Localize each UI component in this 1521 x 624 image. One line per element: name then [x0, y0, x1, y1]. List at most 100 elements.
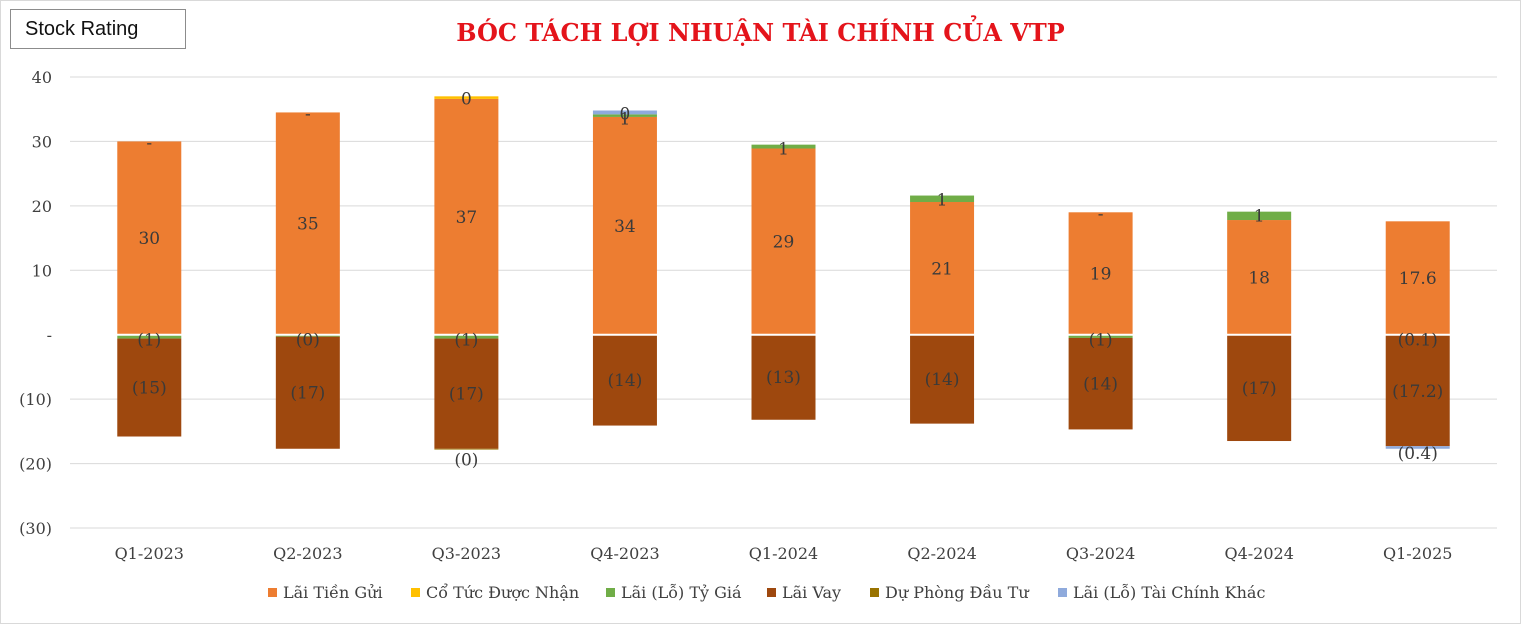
bar-segment — [910, 201, 975, 335]
legend-swatch — [268, 588, 277, 597]
x-tick-label: Q2-2024 — [907, 544, 976, 563]
bars — [117, 96, 1450, 450]
x-tick-label: Q1-2025 — [1383, 544, 1452, 563]
legend-swatch — [767, 588, 776, 597]
bar-segment — [1068, 334, 1133, 338]
chart-title: BÓC TÁCH LỢI NHUẬN TÀI CHÍNH CỦA VTP — [456, 18, 1065, 47]
data-label: - — [1098, 204, 1104, 224]
bar-segment — [592, 334, 657, 426]
bar-segment — [1068, 212, 1133, 335]
bar-segment — [592, 114, 657, 117]
legend-label: Cổ Tức Được Nhận — [426, 583, 579, 602]
data-label: 17.6 — [1399, 269, 1437, 289]
x-tick-label: Q1-2024 — [749, 544, 818, 563]
bar-segment — [1385, 335, 1450, 447]
data-label: (1) — [137, 331, 161, 351]
legend-label: Lãi Tiền Gửi — [283, 583, 383, 602]
data-label: (17) — [1242, 379, 1277, 399]
bar-segment — [751, 148, 816, 335]
bar-segment — [751, 144, 816, 149]
y-tick-label: 30 — [32, 132, 52, 151]
data-label: 29 — [773, 233, 795, 253]
bar-segment — [1227, 220, 1292, 335]
data-label: (17.2) — [1392, 382, 1443, 402]
data-label: - — [146, 133, 152, 153]
data-label: 37 — [456, 208, 478, 228]
bar-segment — [434, 448, 499, 450]
bar-segment — [434, 334, 499, 339]
x-tick-label: Q4-2024 — [1224, 544, 1293, 563]
data-label: 19 — [1090, 265, 1112, 285]
bar-segment — [434, 338, 499, 449]
bar-segment — [1385, 446, 1450, 449]
data-label: 35 — [297, 215, 319, 235]
y-tick-label: - — [47, 326, 52, 345]
bar-segment — [434, 96, 499, 99]
data-label: (0.4) — [1398, 444, 1438, 464]
bar-segment — [1385, 221, 1450, 335]
bar-segment — [592, 110, 657, 115]
bar-segment — [910, 334, 975, 424]
x-tick-label: Q1-2023 — [115, 544, 184, 563]
legend-swatch — [1058, 588, 1067, 597]
data-label: (1) — [454, 331, 478, 351]
data-label: 1 — [620, 109, 631, 129]
data-label: 0 — [461, 89, 472, 109]
data-label: (15) — [132, 379, 167, 399]
data-label: 1 — [937, 191, 948, 211]
legend-label: Lãi Vay — [782, 583, 841, 602]
data-label: (14) — [1083, 375, 1118, 395]
x-tick-label: Q2-2023 — [273, 544, 342, 563]
data-label: 18 — [1248, 268, 1270, 288]
bar-segment — [117, 338, 182, 437]
bar-segment — [275, 336, 340, 449]
bar-segment — [1068, 337, 1133, 430]
bar-segment — [117, 141, 182, 335]
legend-label: Lãi (Lỗ) Tài Chính Khác — [1073, 583, 1265, 602]
data-label: 1 — [1254, 207, 1265, 227]
data-label: (1) — [1089, 331, 1113, 351]
y-tick-label: 40 — [32, 68, 52, 87]
y-tick-label: (20) — [19, 455, 52, 474]
x-tick-label: Q3-2023 — [432, 544, 501, 563]
x-tick-label: Q3-2024 — [1066, 544, 1135, 563]
data-label: 0 — [620, 105, 631, 125]
data-labels: 30 - (1) (15) 35 - (0) (17) 37 0 (1) (17) (0) 34 1 (14)… — [132, 89, 1443, 470]
data-label: - — [305, 104, 311, 124]
legend: Lãi Tiền Gửi Cổ Tức Được Nhận Lãi (Lỗ) Tỷ … — [268, 583, 1265, 602]
bar-segment — [592, 116, 657, 335]
data-label: (0) — [296, 331, 320, 351]
data-label: (0) — [454, 450, 478, 470]
legend-label: Lãi (Lỗ) Tỷ Giá — [621, 583, 742, 602]
bar-segment — [275, 112, 340, 335]
y-tick-label: (10) — [19, 390, 52, 409]
data-label: (14) — [607, 371, 642, 391]
bar-segment — [751, 334, 816, 420]
y-tick-label: 20 — [32, 197, 52, 216]
data-label: 34 — [614, 217, 636, 237]
data-label: 1 — [778, 140, 789, 160]
x-axis-ticks: Q1-2023 Q2-2023 Q3-2023 Q4-2023 Q1-2024 Q2-20… — [115, 544, 1453, 563]
legend-swatch — [411, 588, 420, 597]
legend-label: Dự Phòng Đầu Tư — [885, 583, 1030, 602]
data-label: 21 — [931, 259, 953, 279]
data-label: (17) — [449, 385, 484, 405]
bar-segment — [910, 195, 975, 202]
data-label: (17) — [290, 384, 325, 404]
stock-rating-badge: Stock Rating — [10, 9, 186, 49]
y-tick-label: 10 — [32, 261, 52, 280]
bar-segment — [117, 334, 182, 339]
y-axis-ticks: 40 30 20 10 - (10) (20) (30) — [19, 68, 52, 538]
legend-swatch — [870, 588, 879, 597]
bar-segment — [1227, 211, 1292, 221]
legend-swatch — [606, 588, 615, 597]
x-tick-label: Q4-2023 — [590, 544, 659, 563]
data-label: (13) — [766, 368, 801, 388]
data-label: (14) — [925, 370, 960, 390]
data-label: (0.1) — [1398, 331, 1438, 351]
bar-segment — [1227, 334, 1292, 442]
data-label: 30 — [138, 229, 160, 249]
y-tick-label: (30) — [19, 519, 52, 538]
bar-segment — [434, 98, 499, 335]
